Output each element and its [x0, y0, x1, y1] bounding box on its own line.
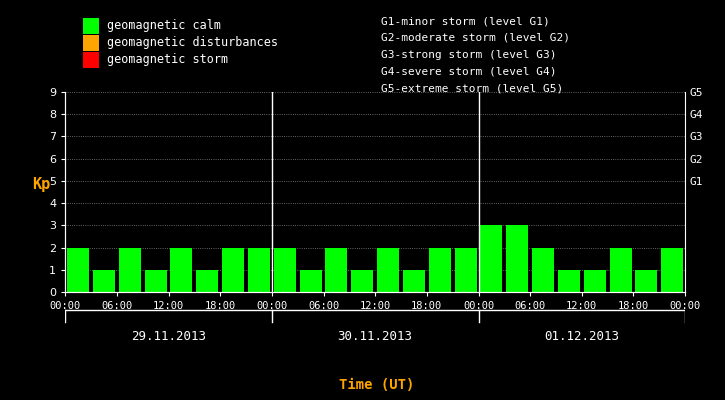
- Bar: [610, 248, 631, 292]
- Text: 01.12.2013: 01.12.2013: [544, 330, 619, 342]
- Bar: [558, 270, 580, 292]
- Text: geomagnetic disturbances: geomagnetic disturbances: [107, 36, 278, 49]
- Bar: [481, 225, 502, 292]
- Text: G5-extreme storm (level G5): G5-extreme storm (level G5): [381, 83, 563, 93]
- Bar: [377, 248, 399, 292]
- Bar: [661, 248, 683, 292]
- Bar: [326, 248, 347, 292]
- Bar: [248, 248, 270, 292]
- Text: geomagnetic calm: geomagnetic calm: [107, 20, 220, 32]
- Bar: [196, 270, 218, 292]
- Text: G2-moderate storm (level G2): G2-moderate storm (level G2): [381, 33, 570, 43]
- Bar: [403, 270, 425, 292]
- Text: G1-minor storm (level G1): G1-minor storm (level G1): [381, 16, 550, 26]
- Y-axis label: Kp: Kp: [32, 177, 50, 192]
- Bar: [455, 248, 476, 292]
- Bar: [635, 270, 658, 292]
- Bar: [145, 270, 167, 292]
- Text: 30.11.2013: 30.11.2013: [338, 330, 413, 342]
- Bar: [274, 248, 296, 292]
- Bar: [222, 248, 244, 292]
- Text: Time (UT): Time (UT): [339, 378, 415, 392]
- Bar: [428, 248, 451, 292]
- Bar: [119, 248, 141, 292]
- Bar: [299, 270, 322, 292]
- Bar: [584, 270, 605, 292]
- Bar: [170, 248, 192, 292]
- Text: G4-severe storm (level G4): G4-severe storm (level G4): [381, 66, 556, 76]
- Bar: [352, 270, 373, 292]
- Bar: [532, 248, 554, 292]
- Bar: [506, 225, 529, 292]
- Bar: [67, 248, 89, 292]
- Text: 29.11.2013: 29.11.2013: [131, 330, 206, 342]
- Bar: [93, 270, 115, 292]
- Text: geomagnetic storm: geomagnetic storm: [107, 53, 228, 66]
- Text: G3-strong storm (level G3): G3-strong storm (level G3): [381, 50, 556, 60]
